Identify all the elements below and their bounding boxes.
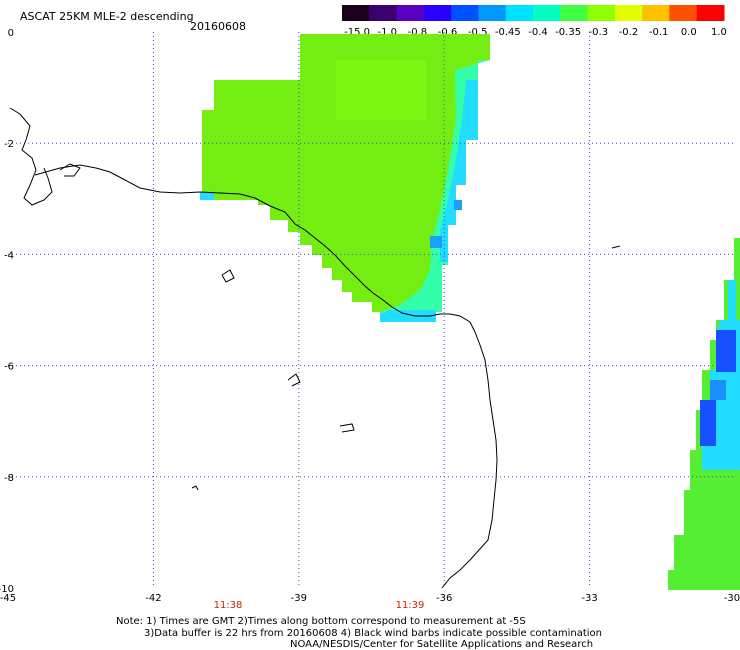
note-line-1: Note: 1) Times are GMT 2)Times along bot… (116, 616, 526, 627)
lat-label: -10 (0, 584, 14, 595)
lon-label: -39 (291, 593, 307, 604)
lat-label: -6 (4, 362, 14, 373)
color-bar-segment (505, 5, 534, 21)
color-bar-segment (396, 5, 425, 21)
color-bar-segment (533, 5, 561, 21)
lat-lon-grid (8, 32, 735, 588)
longitude-labels: -45 -42 -39 -36 -33 -30 (0, 593, 740, 604)
color-bar-segment (423, 5, 452, 21)
color-bar-label: -0.45 (495, 27, 521, 38)
color-bar-segment (478, 5, 507, 21)
latitude-labels: 0 -2 -4 -6 -8 -10 (0, 28, 14, 595)
note-line-3: NOAA/NESDIS/Center for Satellite Applica… (290, 639, 594, 650)
color-bar-segment (560, 5, 589, 21)
lon-label: -36 (436, 593, 452, 604)
color-bar-label: -0.8 (408, 27, 428, 38)
color-bar (342, 5, 725, 21)
color-bar-label: -0.5 (468, 27, 488, 38)
data-swath-main (200, 34, 490, 322)
color-bar-segment (669, 5, 698, 21)
lat-label: 0 (8, 28, 14, 39)
color-bar-segment (614, 5, 643, 21)
color-bar-label: -0.2 (619, 27, 639, 38)
color-bar-label: -1.0 (377, 27, 397, 38)
color-bar-segment (642, 5, 670, 21)
data-swath-east (668, 238, 740, 590)
lon-label: -30 (724, 593, 740, 604)
lon-label: -33 (581, 593, 597, 604)
time-label: 11:39 (396, 600, 425, 611)
color-bar-segment (587, 5, 616, 21)
color-bar-label: -0.3 (589, 27, 609, 38)
color-bar-segment (451, 5, 479, 21)
plot-title: ASCAT 25KM MLE-2 descending (20, 10, 194, 23)
color-bar-label: 1.0 (711, 27, 727, 38)
color-bar-label: -15.0 (344, 27, 370, 38)
coastline (9, 107, 621, 589)
color-bar-label: -0.6 (438, 27, 458, 38)
color-bar-segment (369, 5, 398, 21)
color-bar-label: -0.35 (555, 27, 581, 38)
color-bar-labels: -15.0 -1.0 -0.8 -0.6 -0.5 -0.45 -0.4 -0.35 -0.3-… (344, 27, 727, 38)
lat-label: -2 (4, 139, 14, 150)
lon-label: -42 (145, 593, 161, 604)
color-bar-segment (342, 5, 370, 21)
lon-label: -45 (0, 593, 16, 604)
lat-label: -4 (4, 250, 14, 261)
time-label: 11:38 (214, 600, 243, 611)
plot-date: 20160608 (190, 20, 246, 33)
color-bar-segment (696, 5, 725, 21)
time-labels: 11:38 11:39 (214, 600, 425, 611)
color-bar-label: -0.4 (528, 27, 548, 38)
note-line-2: 3)Data buffer is 22 hrs from 20160608 4)… (144, 628, 602, 639)
color-bar-label: 0.0 (681, 27, 697, 38)
color-bar-label: -0.1 (649, 27, 669, 38)
lat-label: -8 (4, 473, 14, 484)
